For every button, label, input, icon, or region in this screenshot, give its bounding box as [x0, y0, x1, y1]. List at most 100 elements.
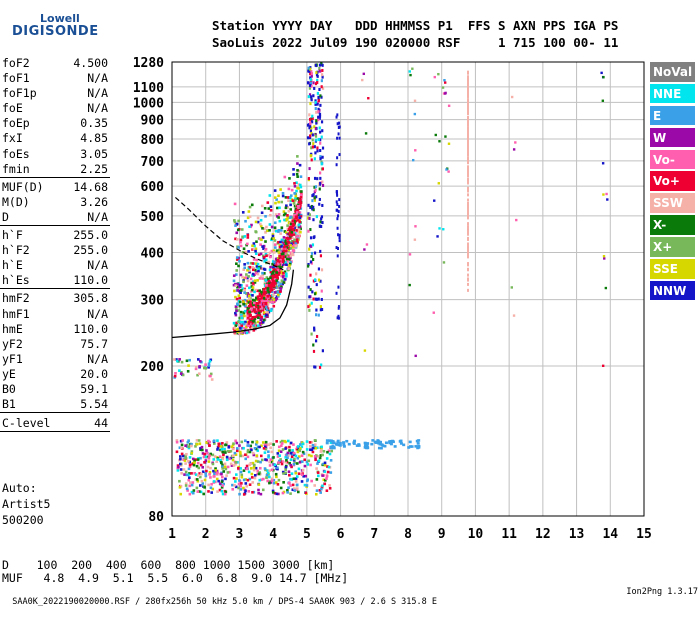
echo-point	[270, 280, 273, 284]
echo-point	[285, 217, 288, 221]
echo-point	[276, 281, 280, 284]
echo-point	[272, 249, 276, 252]
echo-point	[298, 211, 302, 214]
echo-point	[330, 446, 334, 450]
echo-point	[266, 287, 270, 290]
echo-point	[357, 444, 361, 447]
echo-point	[254, 288, 258, 292]
echo-point	[336, 439, 340, 443]
echo-point	[268, 464, 272, 467]
echo-point	[273, 221, 277, 225]
echo-point	[293, 238, 296, 242]
echo-point	[308, 213, 312, 217]
echo-point	[294, 194, 298, 198]
echo-point	[243, 288, 246, 292]
echo-point	[185, 452, 188, 456]
echo-point	[282, 245, 286, 249]
echo-point	[320, 215, 324, 219]
echo-point	[276, 293, 280, 297]
echo-point	[218, 455, 222, 459]
echo-point	[310, 84, 313, 88]
echo-point	[274, 201, 277, 205]
echo-point	[292, 477, 296, 481]
echo-point	[293, 219, 296, 223]
echo-point	[207, 460, 211, 463]
echo-point	[259, 222, 262, 226]
echo-point	[327, 465, 331, 469]
echo-point	[601, 99, 605, 102]
echo-point	[242, 280, 245, 284]
echo-point	[313, 157, 316, 161]
echo-point	[335, 115, 338, 119]
echo-point	[241, 250, 245, 254]
echo-point	[290, 465, 293, 469]
echo-point	[289, 441, 293, 445]
echo-point	[178, 446, 182, 449]
echo-point	[319, 103, 322, 107]
echo-point	[292, 240, 296, 243]
echo-point	[311, 243, 315, 247]
echo-point	[281, 191, 285, 195]
echo-point	[238, 285, 241, 289]
echo-point	[467, 140, 469, 144]
echo-point	[175, 358, 178, 361]
echo-point	[316, 102, 319, 106]
echo-point	[265, 284, 268, 287]
echo-point	[264, 286, 268, 290]
echo-point	[467, 202, 469, 206]
echo-point	[216, 490, 219, 493]
echo-point	[311, 450, 315, 454]
echo-point	[259, 323, 262, 327]
echo-point	[299, 185, 303, 189]
echo-point	[296, 234, 300, 238]
echo-point	[279, 282, 283, 286]
echo-point	[216, 448, 219, 451]
echo-point	[262, 288, 266, 291]
echo-point	[433, 199, 436, 202]
echo-point	[255, 265, 259, 268]
echo-point	[284, 456, 288, 459]
echo-point	[447, 104, 451, 107]
echo-point	[338, 441, 342, 445]
echo-point	[256, 306, 260, 309]
echo-point	[257, 491, 260, 495]
echo-point	[322, 462, 325, 466]
echo-point	[242, 300, 245, 304]
echo-point	[235, 321, 238, 325]
echo-point	[315, 119, 318, 123]
echo-point	[310, 448, 314, 452]
param-value: 20.0	[80, 366, 108, 381]
echo-point	[258, 471, 261, 474]
echo-point	[252, 324, 255, 327]
echo-point	[282, 242, 286, 245]
echo-point	[274, 286, 278, 289]
echo-point	[255, 258, 259, 262]
echo-point	[307, 262, 310, 266]
echo-point	[281, 282, 284, 286]
echo-point	[250, 448, 253, 452]
echo-point	[319, 141, 322, 145]
echo-point	[247, 316, 250, 319]
echo-point	[225, 474, 228, 477]
echo-point	[264, 247, 268, 251]
param-name: M(D)	[2, 194, 30, 209]
echo-point	[288, 262, 292, 266]
echo-point	[313, 198, 317, 202]
echo-point	[279, 250, 282, 254]
echo-point	[313, 176, 317, 180]
echo-point	[467, 268, 469, 272]
echo-point	[251, 266, 254, 269]
echo-point	[248, 205, 252, 209]
echo-point	[263, 206, 267, 210]
echo-point	[315, 283, 318, 287]
echo-point	[201, 470, 205, 474]
echo-point	[225, 455, 229, 459]
echo-point	[352, 442, 356, 445]
y-tick-label: 600	[141, 180, 165, 195]
echo-point	[246, 440, 250, 444]
echo-point	[295, 225, 298, 229]
echo-point	[408, 440, 412, 444]
echo-point	[284, 212, 287, 216]
echo-point	[256, 313, 260, 317]
echo-point	[272, 293, 275, 297]
